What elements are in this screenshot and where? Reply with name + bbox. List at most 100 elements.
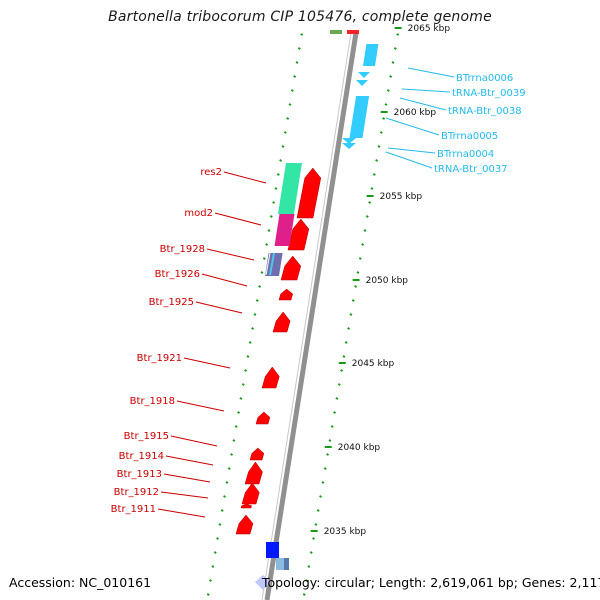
inner-tick	[384, 103, 388, 106]
gene-arrow	[255, 411, 271, 425]
outer-tick	[253, 313, 257, 316]
outer-tick	[293, 75, 297, 78]
gene-arrow	[241, 482, 260, 505]
inner-tick	[358, 257, 362, 260]
blue-gene-block	[284, 558, 289, 570]
outer-tick	[237, 411, 241, 414]
gene-arrow	[235, 514, 254, 535]
gene-leader-line	[214, 212, 262, 226]
backbone-edge	[261, 30, 352, 600]
inner-tick	[319, 495, 323, 498]
inner-tick	[326, 453, 330, 456]
inner-tick	[354, 285, 358, 288]
gene-arrow	[240, 503, 252, 509]
inner-tick	[309, 551, 313, 554]
backbone-line	[264, 30, 359, 600]
inner-tick	[342, 355, 346, 358]
rna-label: BTrrna0006	[456, 73, 513, 84]
rna-block	[349, 96, 370, 138]
gene-leader-line	[195, 301, 243, 314]
inner-tick	[386, 89, 390, 92]
rna-leader-line	[407, 67, 455, 78]
outer-tick	[244, 369, 248, 372]
outer-tick	[225, 481, 229, 484]
outer-tick	[262, 257, 266, 260]
genome-stats-label: Topology: circular; Length: 2,619,061 bp…	[262, 575, 600, 590]
outer-tick	[272, 201, 276, 204]
inner-tick	[375, 159, 379, 162]
rna-label: tRNA-Btr_0037	[434, 164, 508, 175]
label-leader-lines	[157, 67, 455, 518]
gene-arrow	[280, 255, 302, 281]
scale-label: 2040 kbp	[338, 443, 381, 453]
rna-label: BTrrna0005	[441, 131, 498, 142]
rna-label: tRNA-Btr_0038	[448, 106, 522, 117]
outer-tick	[213, 551, 217, 554]
rna-leader-line	[385, 117, 440, 136]
inner-tick	[377, 145, 381, 148]
outer-tick	[288, 103, 292, 106]
outer-tick	[248, 341, 252, 344]
inner-tick	[337, 383, 341, 386]
rna-marker	[342, 143, 356, 149]
inner-tick	[347, 327, 351, 330]
outer-tick	[258, 285, 262, 288]
inner-tick	[351, 299, 355, 302]
outer-tick	[220, 509, 224, 512]
inner-tick	[349, 313, 353, 316]
gene-leader-line	[206, 248, 255, 261]
inner-tick	[344, 341, 348, 344]
outer-tick	[216, 537, 219, 540]
outer-tick	[209, 579, 212, 582]
inner-tick	[333, 411, 337, 414]
genome-backbone	[261, 30, 359, 600]
gene-leader-line	[165, 455, 214, 466]
outer-tick	[232, 439, 236, 442]
outer-tick	[267, 229, 271, 232]
scale-label-group: 2065 kbp 2060 kbp 2055 kbp 2050 kbp 2045 kbp…	[310, 24, 450, 537]
outer-tick	[297, 47, 301, 50]
gene-label: Btr_1913	[117, 469, 162, 480]
gene-arrow	[261, 366, 280, 389]
inner-tick	[363, 229, 367, 232]
gene-label: Btr_1926	[155, 269, 200, 280]
outer-tick	[295, 61, 299, 64]
inner-tick	[314, 523, 318, 526]
inner-tick	[379, 131, 383, 134]
outer-tick	[279, 159, 283, 162]
mod2-block	[274, 214, 295, 246]
rna-leader-line	[387, 147, 436, 154]
inner-tick	[382, 117, 386, 120]
scale-label: 2060 kbp	[394, 108, 437, 118]
blue-gene-block	[276, 558, 284, 570]
inner-tick	[391, 61, 395, 64]
gene-arrow	[249, 447, 265, 461]
outer-tick	[286, 117, 290, 120]
rna-label: BTrrna0004	[437, 149, 494, 160]
top-gene-block	[347, 30, 359, 34]
outer-tick	[239, 397, 243, 400]
gene-label: Btr_1928	[160, 244, 205, 255]
outer-tick	[255, 299, 259, 302]
btr1928-stripe	[265, 252, 271, 276]
inner-tick	[396, 33, 400, 36]
outer-tick	[251, 327, 255, 330]
inner-tick	[302, 593, 306, 596]
gene-leader-line	[183, 357, 231, 369]
accession-label: Accession: NC_010161	[9, 575, 152, 590]
top-gene-block	[330, 30, 342, 34]
inner-tick	[312, 537, 315, 540]
gene-arrow	[278, 288, 294, 301]
outer-tick	[230, 453, 234, 456]
gene-label: Btr_1918	[130, 396, 175, 407]
inner-tick	[393, 47, 397, 50]
gene-label: Btr_1911	[111, 504, 156, 515]
gene-label: res2	[200, 167, 222, 178]
gene-arrow	[244, 461, 263, 485]
outer-tick	[274, 187, 278, 190]
inner-tick	[321, 481, 325, 484]
outer-tick	[246, 355, 250, 358]
outer-tick	[290, 89, 294, 92]
